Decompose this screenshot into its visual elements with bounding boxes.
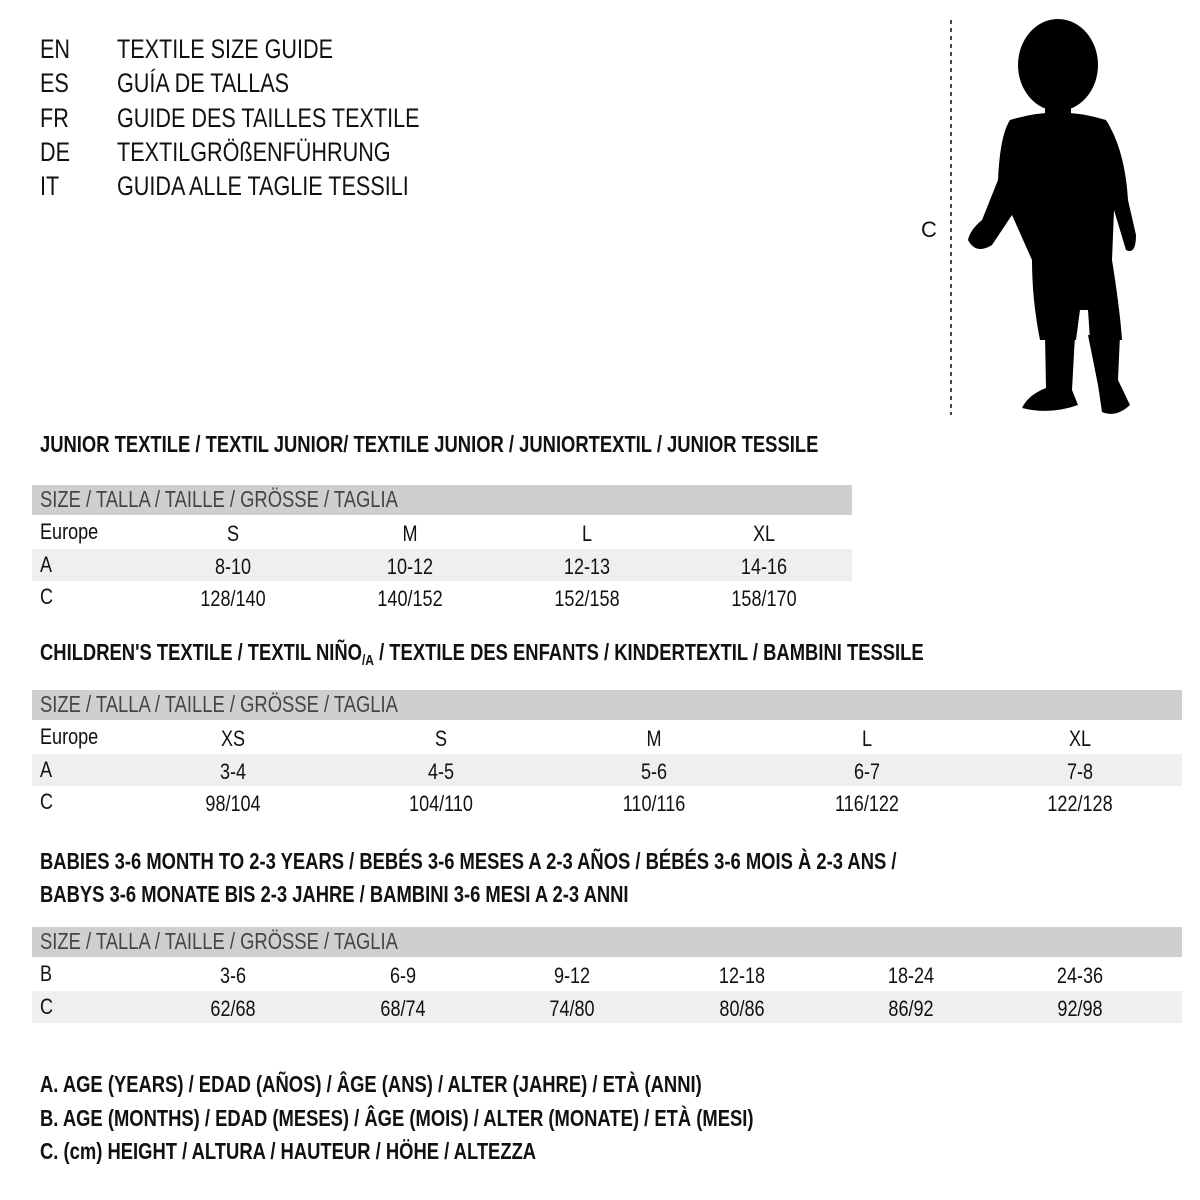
table-cell: 4-5 <box>427 758 455 784</box>
language-title-text: GUIDA ALLE TAGLIE TESSILI <box>117 171 409 202</box>
legend-text: C. (cm) HEIGHT / ALTURA / HAUTEUR / HÖHE… <box>40 1138 537 1164</box>
table-cell: 12-13 <box>563 553 611 579</box>
legend-item: A. AGE (YEARS) / EDAD (AÑOS) / ÂGE (ANS)… <box>40 1071 867 1098</box>
table-cell: 18-24 <box>887 963 935 988</box>
table-cell: L <box>581 521 593 546</box>
language-code-text: DE <box>40 136 71 167</box>
table-cell: XS <box>220 726 246 751</box>
language-code: FR <box>40 103 76 134</box>
table-cell: 24-36 <box>1056 963 1104 988</box>
table-cell: 98/104 <box>205 791 261 816</box>
legend-item: C. (cm) HEIGHT / ALTURA / HAUTEUR / HÖHE… <box>40 1138 660 1165</box>
section-title-text: CHILDREN'S TEXTILE / TEXTIL NIÑO/A / TEX… <box>40 639 924 669</box>
table-cell: 12-18 <box>718 963 766 988</box>
table-cell: M <box>402 521 418 546</box>
legend-item: B. AGE (MONTHS) / EDAD (MESES) / ÂGE (MO… <box>40 1105 932 1132</box>
table-cell: M <box>646 726 662 751</box>
language-code-text: EN <box>40 34 71 64</box>
table-cell: 116/122 <box>835 791 899 816</box>
section-title-text: JUNIOR TEXTILE / TEXTIL JUNIOR/ TEXTILE … <box>40 431 819 457</box>
language-code-text: IT <box>40 171 60 202</box>
language-title: TEXTILGRÖßENFÜHRUNG <box>117 137 459 168</box>
table-cell: 92/98 <box>1057 995 1103 1021</box>
table-cell: 158/170 <box>731 586 797 611</box>
table-cell: L <box>861 726 873 751</box>
section-title: CHILDREN'S TEXTILE / TEXTIL NIÑO/A / TEX… <box>40 639 1145 669</box>
table-cell: 10-12 <box>386 553 434 579</box>
table-header-text: SIZE / TALLA / TAILLE / GRÖSSE / TAGLIA <box>40 928 398 954</box>
section-title-text: BABYS 3-6 MONATE BIS 2-3 JAHRE / BAMBINI… <box>40 881 629 907</box>
table-cell: 110/116 <box>622 791 686 816</box>
legend-text: A. AGE (YEARS) / EDAD (AÑOS) / ÂGE (ANS)… <box>40 1071 702 1097</box>
row-label: Europe <box>40 724 99 749</box>
language-code-text: ES <box>40 68 69 99</box>
table-cell: 14-16 <box>740 553 788 579</box>
table-header-text: SIZE / TALLA / TAILLE / GRÖSSE / TAGLIA <box>40 486 398 512</box>
row-label: Europe <box>40 519 99 544</box>
table-cell: S <box>226 521 240 546</box>
table-cell: 80/86 <box>719 995 765 1021</box>
language-code-text: FR <box>40 102 69 133</box>
table-cell: 104/110 <box>409 791 473 816</box>
table-cell: 3-6 <box>219 963 247 988</box>
table-header-band <box>32 690 1182 720</box>
section-title: JUNIOR TEXTILE / TEXTIL JUNIOR/ TEXTILE … <box>40 431 1013 458</box>
row-label: C <box>40 993 54 1019</box>
language-title: GUIDE DES TAILLES TEXTILE <box>117 103 495 134</box>
table-cell: 5-6 <box>640 758 668 784</box>
row-label: A <box>40 756 53 782</box>
section-title: BABYS 3-6 MONATE BIS 2-3 JAHRE / BAMBINI… <box>40 881 776 908</box>
table-cell: 3-4 <box>219 758 247 784</box>
table-row-band <box>32 990 1182 1023</box>
table-cell: S <box>434 726 448 751</box>
row-label: A <box>40 551 53 577</box>
section-title: BABIES 3-6 MONTH TO 2-3 YEARS / BEBÉS 3-… <box>40 848 1111 875</box>
table-header-label: SIZE / TALLA / TAILLE / GRÖSSE / TAGLIA <box>40 486 487 513</box>
row-label: B <box>40 961 53 986</box>
legend-text: B. AGE (MONTHS) / EDAD (MESES) / ÂGE (MO… <box>40 1104 754 1131</box>
language-code: DE <box>40 137 78 168</box>
row-label: C <box>40 789 54 814</box>
title-subscript: /A <box>361 652 374 669</box>
language-title-text: GUÍA DE TALLAS <box>117 68 290 99</box>
language-code: ES <box>40 68 76 99</box>
title-part: CHILDREN'S TEXTILE / TEXTIL NIÑO <box>40 639 362 665</box>
table-cell: 68/74 <box>380 995 426 1021</box>
language-title-text: TEXTILGRÖßENFÜHRUNG <box>117 136 391 167</box>
language-code: IT <box>40 171 64 202</box>
title-part: / TEXTILE DES ENFANTS / KINDERTEXTIL / B… <box>373 639 924 665</box>
table-cell: 86/92 <box>888 995 934 1021</box>
table-header-label: SIZE / TALLA / TAILLE / GRÖSSE / TAGLIA <box>40 691 487 718</box>
language-title: GUIDA ALLE TAGLIE TESSILI <box>117 171 482 202</box>
height-marker-label: C <box>921 217 937 242</box>
table-header-band <box>32 927 1182 957</box>
table-header-band <box>32 485 852 515</box>
language-code: EN <box>40 34 78 65</box>
table-header-text: SIZE / TALLA / TAILLE / GRÖSSE / TAGLIA <box>40 691 398 717</box>
table-cell: 62/68 <box>210 995 256 1021</box>
table-cell: 6-7 <box>853 758 881 784</box>
table-cell: 74/80 <box>549 995 595 1021</box>
language-title: TEXTILE SIZE GUIDE <box>117 34 387 65</box>
child-silhouette-icon <box>950 19 1136 415</box>
table-cell: 6-9 <box>389 963 417 988</box>
table-cell: XL <box>1068 726 1092 751</box>
section-title-text: BABIES 3-6 MONTH TO 2-3 YEARS / BEBÉS 3-… <box>40 848 897 874</box>
table-cell: 8-10 <box>214 553 252 579</box>
table-cell: 140/152 <box>377 586 443 611</box>
table-row-band <box>32 548 852 581</box>
table-row-band <box>32 753 1182 786</box>
table-cell: 152/158 <box>554 586 620 611</box>
table-cell: 128/140 <box>200 586 266 611</box>
table-cell: 122/128 <box>1047 791 1113 816</box>
language-title-text: GUIDE DES TAILLES TEXTILE <box>117 102 420 133</box>
table-cell: XL <box>752 521 776 546</box>
table-header-label: SIZE / TALLA / TAILLE / GRÖSSE / TAGLIA <box>40 928 487 955</box>
language-title-text: TEXTILE SIZE GUIDE <box>117 34 334 64</box>
row-label: C <box>40 584 54 609</box>
table-cell: 7-8 <box>1066 758 1094 784</box>
language-title: GUÍA DE TALLAS <box>117 68 332 99</box>
table-cell: 9-12 <box>553 963 591 988</box>
